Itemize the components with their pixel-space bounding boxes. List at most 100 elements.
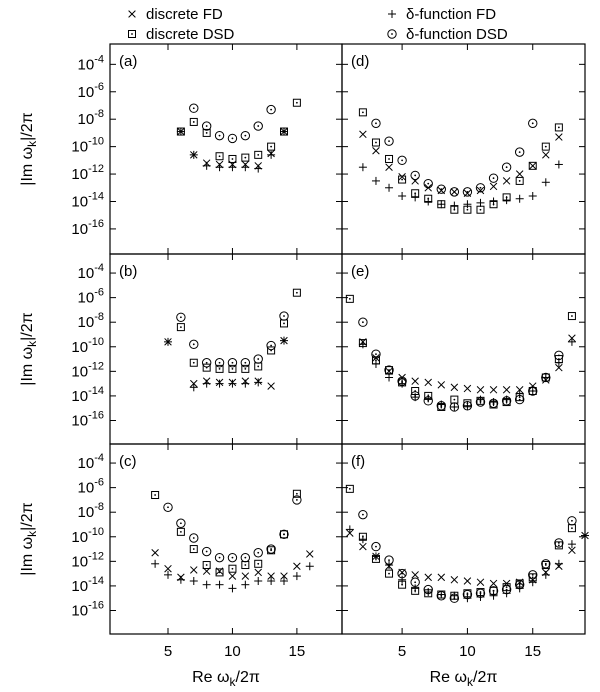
series-discrete_dsd xyxy=(176,288,301,373)
data-point-delta_fd xyxy=(202,379,211,388)
data-point-delta_fd xyxy=(528,578,537,587)
data-point-delta_fd xyxy=(554,559,563,568)
data-point-discrete_fd xyxy=(306,550,314,558)
data-point-delta_fd xyxy=(164,337,172,346)
data-point-discrete_fd xyxy=(476,386,485,394)
data-point-delta_dsd xyxy=(488,398,499,408)
data-point-discrete_fd xyxy=(555,133,563,141)
legend-item-discrete_fd: discrete FD xyxy=(128,6,223,23)
panel-label: (c) xyxy=(119,453,137,470)
data-point-delta_fd xyxy=(228,584,237,593)
data-point-delta_dsd xyxy=(541,372,551,383)
x-tick-label: 10 xyxy=(459,643,476,660)
data-point-discrete_fd xyxy=(476,578,485,586)
data-point-discrete_fd xyxy=(372,146,380,155)
data-point-discrete_dsd xyxy=(554,123,563,132)
data-point-discrete_dsd xyxy=(541,142,550,151)
data-point-discrete_dsd xyxy=(398,580,407,589)
data-point-discrete_fd xyxy=(463,577,472,585)
data-point-delta_fd xyxy=(215,163,224,172)
y-tick-label: 10-4 xyxy=(78,452,104,472)
data-point-delta_dsd xyxy=(176,518,186,528)
data-point-delta_dsd xyxy=(358,509,368,520)
data-point-delta_dsd xyxy=(371,349,381,359)
series-delta_dsd xyxy=(163,495,302,563)
data-point-delta_dsd xyxy=(240,130,251,141)
data-point-discrete_fd xyxy=(450,383,459,392)
data-point-discrete_dsd xyxy=(228,154,237,163)
y-tick-label: 10-14 xyxy=(71,385,104,405)
y-tick-label: 10-16 xyxy=(71,599,104,619)
data-point-discrete_dsd xyxy=(450,205,459,214)
data-point-discrete_fd xyxy=(424,378,432,387)
data-point-discrete_fd xyxy=(241,572,250,580)
data-point-discrete_dsd xyxy=(151,491,160,499)
data-point-discrete_fd xyxy=(267,382,275,390)
data-point-delta_dsd xyxy=(501,396,512,406)
data-point-delta_dsd xyxy=(554,538,564,548)
data-point-discrete_fd xyxy=(359,542,367,551)
y-tick-label: 10-10 xyxy=(71,526,104,546)
data-point-delta_dsd xyxy=(475,588,486,598)
series-delta_dsd xyxy=(358,317,564,412)
legend-marker-discrete_fd xyxy=(128,10,136,18)
data-point-delta_dsd xyxy=(423,584,433,595)
data-point-discrete_fd xyxy=(280,572,288,580)
data-point-delta_dsd xyxy=(240,358,251,368)
data-point-discrete_dsd xyxy=(528,161,537,170)
y-axis-label: |Im ωk|/2π xyxy=(19,112,39,185)
data-point-delta_dsd xyxy=(410,391,420,401)
data-point-delta_dsd xyxy=(397,376,407,386)
data-point-delta_fd xyxy=(528,192,537,200)
data-point-delta_fd xyxy=(345,525,354,534)
data-point-delta_dsd xyxy=(423,178,433,189)
data-point-discrete_dsd xyxy=(228,364,237,373)
data-point-delta_fd xyxy=(554,160,563,169)
panel-frame xyxy=(341,43,586,255)
x-tick-label: 15 xyxy=(289,643,306,660)
data-point-discrete_fd xyxy=(190,566,198,574)
data-point-discrete_dsd xyxy=(424,194,433,203)
series-discrete_dsd xyxy=(176,98,301,163)
data-point-delta_fd xyxy=(228,163,237,172)
data-point-delta_dsd xyxy=(475,183,486,193)
data-point-discrete_fd xyxy=(476,186,485,195)
data-point-delta_dsd xyxy=(528,386,538,396)
data-point-discrete_dsd xyxy=(371,356,380,365)
data-point-discrete_fd xyxy=(437,573,446,582)
legend: discrete FD δ-function FD discrete DSD δ-fu… xyxy=(128,6,508,43)
legend-label-delta_dsd: δ-function DSD xyxy=(406,26,508,43)
data-point-delta_dsd xyxy=(253,548,263,558)
data-point-discrete_dsd xyxy=(567,312,576,321)
data-point-discrete_dsd xyxy=(371,138,380,147)
data-point-delta_dsd xyxy=(488,586,499,596)
data-point-discrete_dsd xyxy=(385,569,394,578)
series-delta_dsd xyxy=(371,118,538,197)
series-delta_fd xyxy=(358,160,563,210)
data-point-delta_dsd xyxy=(397,155,407,166)
data-point-delta_dsd xyxy=(436,591,446,601)
data-point-discrete_dsd xyxy=(254,150,263,159)
data-point-delta_dsd xyxy=(410,170,420,181)
data-point-delta_dsd xyxy=(423,396,433,406)
panels: 10-16 10-14 10-12 10-10 10-8 10-6 10-4 (a) |Im ω… xyxy=(19,43,589,689)
data-point-discrete_fd xyxy=(372,354,380,362)
panel-a: 10-16 10-14 10-12 10-10 10-8 10-6 10-4 (a) |Im ω… xyxy=(19,43,343,255)
series-discrete_dsd xyxy=(358,108,563,214)
data-point-delta_dsd xyxy=(266,544,276,554)
data-point-discrete_fd xyxy=(398,173,406,181)
legend-marker-delta_dsd xyxy=(387,29,397,39)
data-point-discrete_dsd xyxy=(515,176,524,185)
panel-label: (a) xyxy=(119,53,137,70)
legend-item-delta_dsd: δ-function DSD xyxy=(387,26,508,43)
data-point-discrete_dsd xyxy=(228,564,237,573)
legend-label-discrete_fd: discrete FD xyxy=(146,6,223,23)
data-point-delta_dsd xyxy=(567,516,577,526)
data-point-discrete_fd xyxy=(450,576,459,584)
data-point-delta_fd xyxy=(385,373,394,382)
data-point-delta_dsd xyxy=(227,552,238,563)
data-point-discrete_dsd xyxy=(202,363,211,372)
data-point-discrete_fd xyxy=(463,384,472,393)
data-point-delta_dsd xyxy=(214,552,225,563)
data-point-delta_dsd xyxy=(371,541,381,552)
